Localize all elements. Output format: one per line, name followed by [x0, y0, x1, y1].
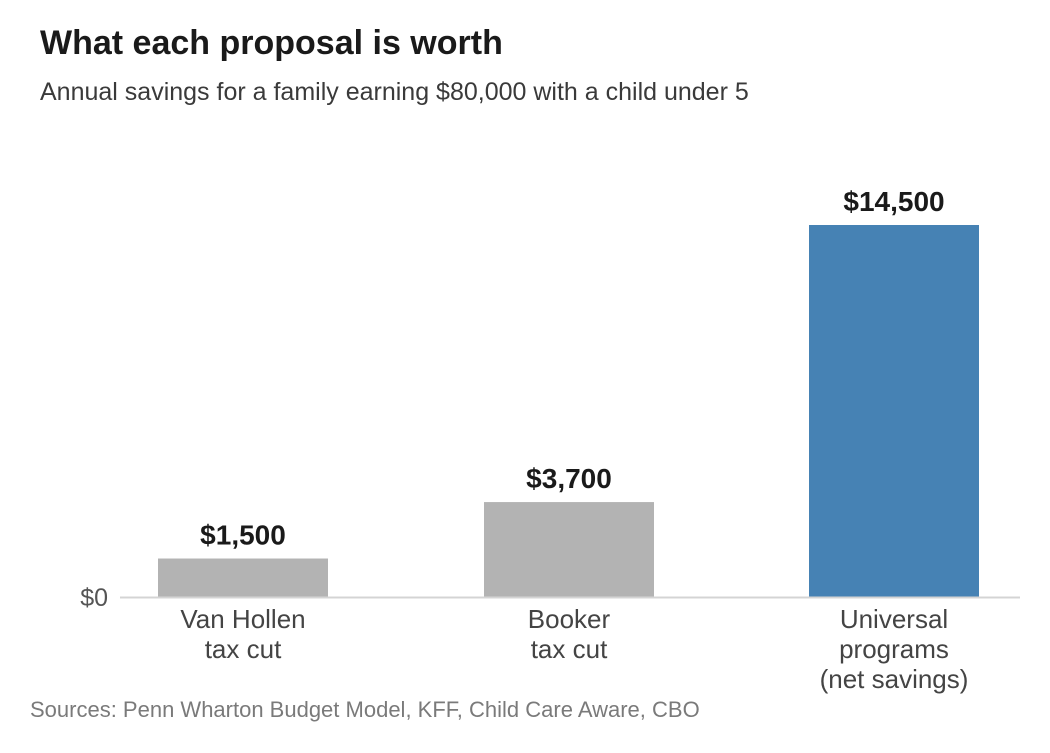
- data-label: $3,700: [526, 463, 612, 494]
- data-label: $1,500: [200, 520, 286, 551]
- x-tick-label: Universal programs (net savings): [820, 604, 969, 694]
- chart-title: What each proposal is worth: [40, 24, 503, 62]
- x-tick-label-line: Universal: [840, 604, 948, 634]
- x-tick-label-line: (net savings): [820, 664, 969, 694]
- chart-subtitle: Annual savings for a family earning $80,…: [40, 78, 749, 106]
- x-tick-label-line: tax cut: [531, 634, 608, 664]
- source-note: Sources: Penn Wharton Budget Model, KFF,…: [30, 697, 700, 722]
- bar: [484, 502, 654, 597]
- x-tick-label-line: tax cut: [205, 634, 282, 664]
- data-label: $14,500: [843, 186, 944, 217]
- x-tick-label-line: programs: [839, 634, 949, 664]
- y-tick-label: $0: [80, 584, 108, 612]
- x-tick-label: Van Hollen tax cut: [180, 604, 305, 664]
- bar: [809, 225, 979, 597]
- x-tick-label: Booker tax cut: [528, 604, 611, 664]
- x-tick-label-line: Van Hollen: [180, 604, 305, 634]
- bar: [158, 558, 328, 597]
- x-tick-label-line: Booker: [528, 604, 611, 634]
